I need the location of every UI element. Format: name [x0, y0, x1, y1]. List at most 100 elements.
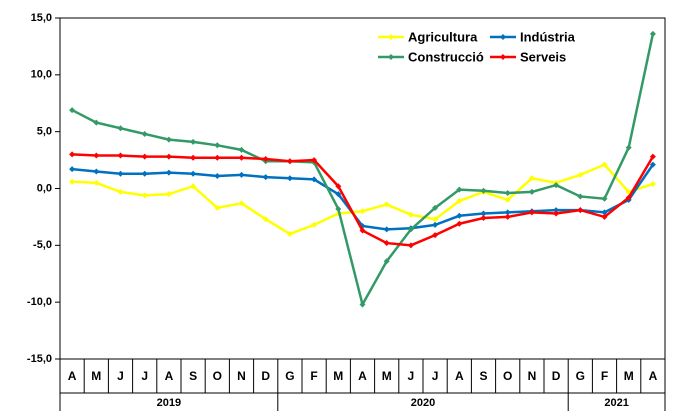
legend-marker: [500, 54, 506, 60]
point-marker: [214, 142, 221, 149]
point-marker: [432, 221, 439, 228]
plot-frame: [59, 17, 666, 360]
point-marker: [432, 232, 439, 239]
point-marker: [504, 209, 511, 216]
point-marker: [577, 193, 584, 200]
legend-label: Construcció: [408, 49, 484, 64]
point-marker: [649, 161, 656, 168]
x-tick-label: A: [165, 369, 174, 383]
y-tick-label: 5,0: [37, 126, 52, 138]
point-marker: [577, 207, 584, 214]
x-tick-label: D: [552, 369, 561, 383]
point-marker: [625, 194, 632, 201]
x-tick-label: N: [528, 369, 537, 383]
point-marker: [359, 227, 366, 234]
point-marker: [407, 226, 414, 233]
point-marker: [383, 226, 390, 233]
point-marker: [335, 205, 342, 212]
point-marker: [432, 204, 439, 211]
x-tick-label: M: [382, 369, 392, 383]
point-marker: [456, 212, 463, 219]
y-tick-label: 15,0: [31, 12, 52, 24]
y-tick-label: 10,0: [31, 69, 52, 81]
point-marker: [238, 171, 245, 178]
point-marker: [190, 154, 197, 161]
point-marker: [553, 207, 560, 214]
point-marker: [601, 213, 608, 220]
point-marker: [480, 210, 487, 217]
point-marker: [117, 188, 124, 195]
point-marker: [286, 158, 293, 165]
x-tick-label: F: [310, 369, 317, 383]
point-marker: [262, 174, 269, 181]
point-marker: [625, 144, 632, 151]
legend-label: Serveis: [520, 49, 566, 64]
point-marker: [456, 186, 463, 193]
x-tick-label: D: [261, 369, 270, 383]
point-marker: [528, 209, 535, 216]
point-marker: [286, 175, 293, 182]
x-tick-label: J: [408, 369, 415, 383]
legend-marker: [388, 54, 394, 60]
point-marker: [311, 176, 318, 183]
point-marker: [117, 152, 124, 159]
point-marker: [262, 216, 269, 223]
point-marker: [214, 172, 221, 179]
point-marker: [601, 161, 608, 168]
point-marker: [456, 220, 463, 227]
point-marker: [407, 211, 414, 218]
point-marker: [69, 178, 76, 185]
point-marker: [190, 183, 197, 190]
point-marker: [528, 188, 535, 195]
point-marker: [214, 204, 221, 211]
y-tick-label: -5,0: [33, 239, 52, 251]
point-marker: [165, 153, 172, 160]
x-tick-label: F: [601, 369, 608, 383]
x-tick-label: M: [91, 369, 101, 383]
point-marker: [480, 215, 487, 222]
point-marker: [383, 201, 390, 208]
x-tick-label: J: [432, 369, 439, 383]
point-marker: [93, 168, 100, 175]
point-marker: [238, 154, 245, 161]
point-marker: [504, 190, 511, 197]
point-marker: [359, 301, 366, 308]
point-marker: [238, 146, 245, 153]
legend-marker: [388, 34, 394, 40]
x-tick-label: M: [624, 369, 634, 383]
point-marker: [93, 179, 100, 186]
point-marker: [141, 192, 148, 199]
point-marker: [117, 125, 124, 132]
point-marker: [141, 170, 148, 177]
point-marker: [407, 242, 414, 249]
y-tick-label: -15,0: [27, 353, 52, 365]
point-marker: [456, 198, 463, 205]
series-line: [71, 163, 654, 231]
legend-label: Indústria: [520, 29, 576, 44]
point-marker: [649, 153, 656, 160]
point-marker: [165, 191, 172, 198]
point-marker: [528, 175, 535, 182]
x-tick-label: J: [141, 369, 148, 383]
point-marker: [190, 170, 197, 177]
x-tick-label: O: [213, 369, 222, 383]
point-marker: [432, 216, 439, 223]
point-marker: [480, 187, 487, 194]
year-label: 2020: [411, 397, 435, 409]
x-tick-label: A: [649, 369, 658, 383]
point-marker: [238, 200, 245, 207]
point-marker: [165, 169, 172, 176]
point-marker: [504, 196, 511, 203]
point-marker: [262, 155, 269, 162]
point-marker: [69, 166, 76, 173]
point-marker: [335, 183, 342, 190]
year-label: 2019: [157, 397, 181, 409]
series-line: [71, 33, 655, 308]
point-marker: [649, 30, 656, 37]
point-marker: [553, 210, 560, 217]
x-tick-label: M: [333, 369, 343, 383]
point-marker: [383, 240, 390, 247]
x-tick-label: A: [358, 369, 367, 383]
point-marker: [93, 152, 100, 159]
